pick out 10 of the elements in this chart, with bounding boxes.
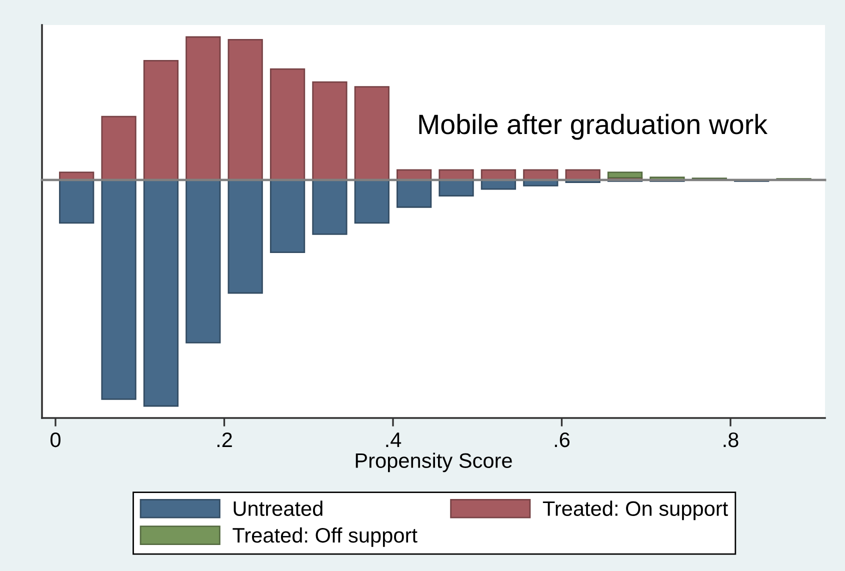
x-tick-label: .2 [217,432,232,447]
legend-label: Treated: On support [542,500,728,520]
x-axis-title: Propensity Score [356,452,512,472]
x-tick-label: .6 [554,432,570,448]
legend-label: Treated: Off support [232,527,418,547]
x-tick-label: .4 [386,432,402,447]
legend-label: Untreated [234,500,322,516]
x-tick-label: 0 [50,432,60,448]
x-tick-label: .8 [724,432,738,448]
annotation: Mobile after graduation work [419,114,768,140]
